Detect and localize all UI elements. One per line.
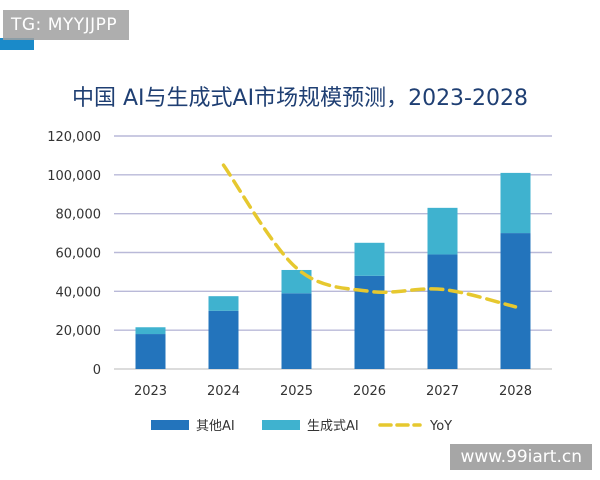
bar-other-ai <box>208 310 239 369</box>
legend-swatch-other-ai <box>151 420 189 430</box>
bar-generative-ai <box>354 242 385 276</box>
chart-title: 中国 AI与生成式AI市场规模预测，2023-2028 <box>72 86 528 111</box>
watermark-bottom: www.99iart.cn <box>450 444 592 470</box>
logo-strip <box>0 38 34 50</box>
bar-generative-ai <box>208 296 239 311</box>
x-tick-label: 2024 <box>207 384 240 399</box>
yoy-line-layer <box>221 163 518 309</box>
y-tick-label: 20,000 <box>56 324 102 339</box>
bar-generative-ai <box>135 327 166 335</box>
bar-other-ai <box>500 233 531 369</box>
y-tick-label: 120,000 <box>47 130 101 145</box>
y-tick-label: 100,000 <box>47 169 101 184</box>
legend-label-generative-ai: 生成式AI <box>307 419 359 434</box>
bar-other-ai <box>281 293 312 369</box>
x-tick-label: 2025 <box>280 384 313 399</box>
x-axis-ticks: 2023 2024 2025 2026 2027 2028 <box>134 384 532 399</box>
bar-other-ai <box>427 254 458 369</box>
x-tick-label: 2023 <box>134 384 167 399</box>
bar-generative-ai <box>281 269 312 294</box>
legend: 其他AI 生成式AI YoY <box>151 419 452 434</box>
y-tick-label: 60,000 <box>56 247 102 262</box>
legend-label-other-ai: 其他AI <box>196 419 235 434</box>
y-tick-label: 40,000 <box>56 285 102 300</box>
watermark-top: TG: MYYJJPP <box>3 10 130 40</box>
x-tick-label: 2027 <box>426 384 459 399</box>
bar-other-ai <box>135 334 166 369</box>
yoy-line <box>221 163 518 309</box>
bar-generative-ai <box>500 172 531 234</box>
bar-generative-ai <box>427 207 458 255</box>
y-tick-label: 0 <box>93 363 101 378</box>
x-tick-label: 2028 <box>499 384 532 399</box>
y-tick-label: 80,000 <box>56 208 102 223</box>
y-axis-ticks: 0 20,000 40,000 60,000 80,000 100,000 120,000 <box>47 130 101 378</box>
x-tick-label: 2026 <box>353 384 386 399</box>
grid-lines <box>114 135 552 370</box>
legend-label-yoy: YoY <box>429 419 452 434</box>
bars <box>135 172 531 369</box>
legend-swatch-generative-ai <box>262 420 300 430</box>
